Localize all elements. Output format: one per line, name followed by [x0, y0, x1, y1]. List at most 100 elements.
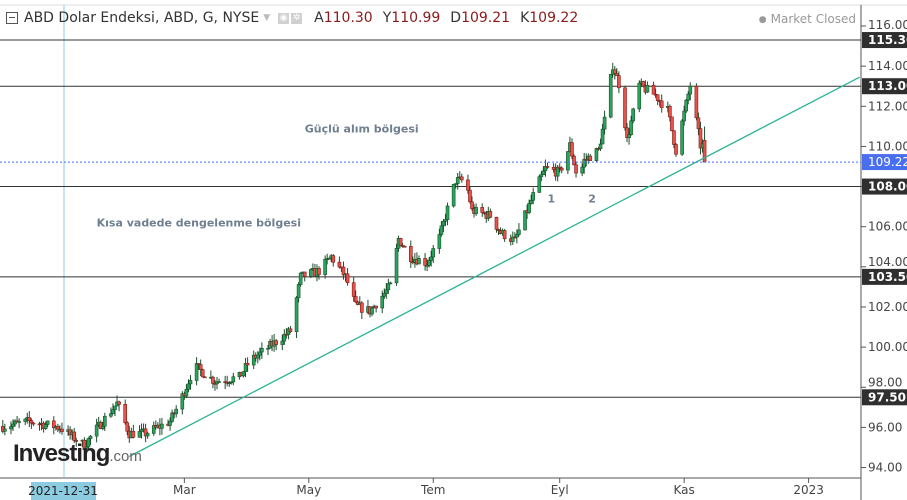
candle [529, 194, 533, 205]
y-tick-label: 98.00 [868, 375, 902, 389]
crosshair-date-box [31, 482, 96, 500]
candle-body [555, 166, 560, 177]
visibility-icon[interactable]: ◉ [278, 12, 290, 24]
candle [51, 416, 56, 435]
candle [84, 439, 89, 452]
candle-body [309, 269, 313, 277]
candle [327, 257, 332, 260]
candle-body [680, 120, 684, 155]
candle-body [510, 236, 515, 242]
candle [386, 278, 391, 295]
candle-body [84, 446, 89, 451]
candle [131, 424, 136, 439]
candle-body [143, 428, 148, 437]
candle-body [94, 424, 99, 437]
candle-body [31, 422, 36, 425]
x-tick-label: Tem [420, 483, 445, 497]
candle-body [353, 296, 358, 303]
candle-body [494, 216, 499, 230]
candle-body [455, 177, 460, 184]
candle-body [453, 183, 458, 185]
candle [502, 229, 507, 242]
candle [696, 112, 701, 136]
candle [684, 98, 689, 113]
candle [441, 219, 446, 232]
candle [170, 409, 174, 423]
candle-body [23, 418, 28, 422]
candle [13, 419, 17, 427]
candle-body [117, 401, 121, 405]
candle-body [641, 81, 646, 87]
candle-body [180, 393, 185, 410]
chart-annotation: 1 [547, 193, 555, 206]
candle-body [109, 413, 113, 417]
candle [651, 81, 656, 95]
candle [151, 421, 156, 436]
candle-body [296, 284, 301, 298]
candle-body [123, 404, 127, 424]
candle-body [474, 207, 478, 214]
candle [680, 119, 684, 156]
candle [29, 418, 34, 429]
candle [694, 83, 699, 121]
candle [513, 232, 517, 239]
candle-body [188, 380, 193, 385]
candle-body [202, 376, 207, 379]
candle-body [402, 245, 407, 248]
candle [186, 379, 191, 393]
candle-body [200, 369, 205, 378]
chart-annotation: 2 [588, 193, 596, 206]
candle-body [659, 100, 664, 108]
candle [670, 116, 674, 132]
candle-body [100, 425, 105, 429]
candle [266, 344, 270, 356]
candle [86, 437, 91, 451]
candle [608, 73, 613, 119]
candle-body [594, 148, 599, 161]
candle [139, 423, 144, 439]
candle-body [211, 376, 215, 384]
candle [531, 187, 536, 205]
candle-body [317, 268, 321, 275]
candle-body [612, 69, 617, 74]
candle [198, 359, 203, 376]
candle [280, 334, 285, 351]
y-tick-label: 112.00 [868, 99, 907, 113]
x-tick-label: 2023 [793, 483, 824, 497]
candle-body [360, 302, 364, 313]
candle [572, 154, 576, 166]
candle-body [74, 440, 79, 442]
candle-body [451, 184, 456, 207]
collapse-icon[interactable] [6, 12, 18, 24]
x-tick-label: Eyl [551, 483, 569, 497]
y-tick-label: 100.00 [868, 340, 907, 354]
candle [698, 121, 703, 155]
candle [227, 381, 232, 387]
candle [243, 357, 248, 378]
symbol-title[interactable]: ABD Dolar Endeksi, ABD, G, NYSE [24, 10, 260, 26]
candle-body [217, 381, 221, 383]
candle-body [559, 167, 564, 171]
chevron-down-icon[interactable]: ▼ [263, 13, 271, 23]
y-tick-label: 96.00 [868, 420, 902, 434]
candle-body [502, 230, 507, 240]
candle-body [111, 409, 115, 414]
candle [496, 228, 501, 236]
candle [137, 425, 142, 438]
candle [100, 421, 105, 431]
close-label: K [520, 10, 530, 26]
candle-body [537, 176, 542, 193]
gear-icon[interactable]: ✲ [291, 12, 303, 24]
candle [425, 259, 429, 272]
candle [225, 375, 229, 387]
candle [402, 245, 407, 248]
candle-body [60, 428, 64, 432]
candle-body [196, 363, 201, 365]
candle-body [625, 127, 629, 138]
candle-body [655, 94, 660, 101]
candle [537, 174, 542, 193]
candle [380, 290, 385, 314]
high-label: Y [382, 10, 392, 26]
